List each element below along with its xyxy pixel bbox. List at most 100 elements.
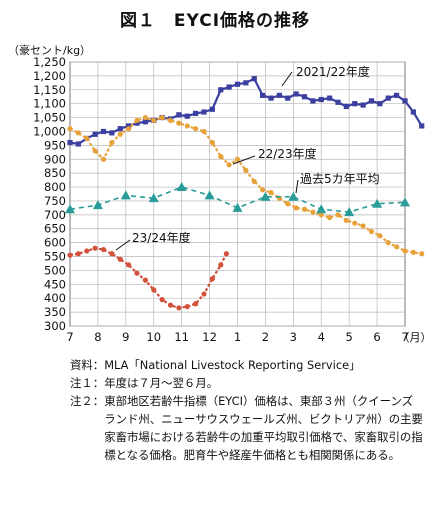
data-point	[377, 101, 383, 107]
data-point	[218, 262, 224, 268]
x-tick-label: 4	[318, 330, 325, 344]
data-point	[293, 91, 299, 97]
x-tick-label: 7	[401, 330, 408, 344]
data-point	[394, 92, 400, 98]
data-point	[310, 209, 316, 215]
data-point	[167, 302, 174, 308]
series-label: 22/23年度	[258, 146, 317, 161]
note-label: 資料：	[70, 358, 105, 372]
data-point	[260, 92, 266, 98]
data-point	[343, 103, 349, 110]
data-point	[232, 202, 243, 212]
y-tick-label: 900	[44, 152, 66, 166]
data-point	[234, 156, 241, 162]
eyci-line-chart: 3003504004505005506006507007508008509009…	[33, 55, 430, 344]
data-point	[368, 228, 375, 235]
annotation-leader	[281, 71, 293, 87]
data-point	[92, 200, 103, 210]
y-tick-label: 950	[44, 138, 66, 152]
data-point	[120, 190, 131, 200]
data-point	[310, 98, 316, 104]
data-point	[134, 120, 140, 126]
data-point	[243, 167, 249, 173]
data-point	[251, 76, 257, 82]
data-point	[159, 114, 165, 121]
data-point	[126, 123, 132, 129]
data-point	[67, 252, 73, 258]
data-point	[318, 96, 324, 103]
x-tick-label: 9	[122, 330, 129, 344]
note-source: 資料： MLA「National Livestock Reporting Ser…	[70, 356, 424, 374]
data-point	[92, 131, 98, 137]
data-point	[285, 201, 291, 207]
data-point	[184, 113, 190, 119]
y-tick-label: 600	[44, 236, 66, 250]
data-point	[260, 187, 266, 193]
y-tick-label: 850	[44, 166, 66, 180]
data-point	[92, 245, 98, 251]
note-text: 年度は７月～翌６月。	[104, 376, 219, 390]
chart-title: 図１ EYCI価格の推移	[119, 11, 311, 31]
x-tick-label: 10	[146, 330, 161, 344]
y-tick-label: 1,050	[33, 111, 66, 125]
data-point	[176, 112, 182, 118]
data-point	[84, 248, 90, 254]
y-tick-label: 500	[44, 263, 66, 277]
x-tick-label: 6	[373, 330, 380, 344]
x-tick-label: 2	[262, 330, 269, 344]
x-tick-label: 1	[234, 330, 241, 344]
data-point	[126, 262, 132, 268]
data-point	[243, 80, 249, 86]
data-point	[327, 215, 333, 221]
y-tick-label: 400	[44, 291, 66, 305]
data-point	[142, 277, 148, 283]
data-point	[134, 117, 140, 123]
data-point	[260, 191, 271, 201]
data-point	[301, 94, 308, 100]
data-point	[352, 101, 358, 107]
data-point	[285, 95, 291, 101]
data-point	[419, 251, 425, 257]
data-point	[360, 102, 366, 108]
data-point	[201, 128, 207, 135]
data-point	[419, 123, 425, 129]
data-point	[234, 81, 241, 87]
series-label: 2021/22年度	[296, 64, 370, 79]
y-tick-label: 1,200	[33, 69, 66, 83]
data-point	[368, 98, 375, 104]
data-point	[400, 197, 410, 207]
data-point	[251, 178, 257, 185]
data-point	[344, 207, 355, 217]
series-label: 過去5カ年平均	[300, 172, 380, 186]
data-point	[193, 126, 199, 132]
note-label: 注２：	[70, 394, 105, 408]
data-point	[176, 305, 182, 311]
data-point	[372, 198, 383, 208]
data-point	[377, 233, 383, 239]
data-point	[327, 95, 333, 101]
data-point	[176, 120, 182, 126]
data-point	[159, 297, 165, 303]
data-point	[176, 182, 187, 192]
data-point	[335, 99, 341, 105]
y-tick-label: 300	[44, 319, 66, 333]
data-point	[318, 212, 324, 218]
data-point	[75, 130, 81, 136]
y-tick-label: 650	[44, 222, 66, 236]
x-tick-label: 11	[174, 330, 189, 344]
data-point	[343, 217, 349, 223]
y-tick-label: 800	[44, 180, 66, 194]
data-point	[184, 303, 190, 310]
data-point	[148, 193, 159, 203]
data-point	[117, 131, 123, 137]
y-tick-label: 750	[44, 194, 66, 208]
annotation-leader	[232, 155, 256, 165]
data-point	[218, 87, 224, 93]
data-point	[109, 139, 115, 146]
data-point	[385, 240, 391, 246]
data-point	[65, 204, 75, 214]
data-point	[184, 123, 190, 129]
data-point	[218, 153, 224, 160]
data-point	[209, 106, 215, 112]
note-text: MLA「National Livestock Reporting Service…	[104, 358, 361, 372]
